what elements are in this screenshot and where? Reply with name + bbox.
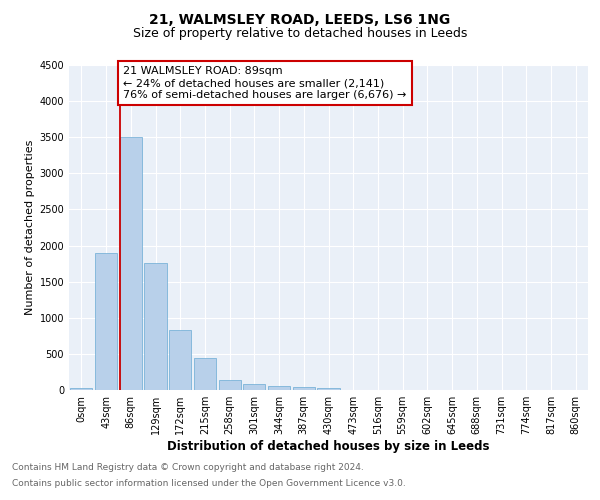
Text: Contains HM Land Registry data © Crown copyright and database right 2024.: Contains HM Land Registry data © Crown c… bbox=[12, 464, 364, 472]
Text: 21 WALMSLEY ROAD: 89sqm
← 24% of detached houses are smaller (2,141)
76% of semi: 21 WALMSLEY ROAD: 89sqm ← 24% of detache… bbox=[124, 66, 407, 100]
Bar bbox=[317, 388, 340, 390]
Text: Size of property relative to detached houses in Leeds: Size of property relative to detached ho… bbox=[133, 28, 467, 40]
Bar bbox=[293, 387, 315, 390]
Bar bbox=[194, 358, 216, 390]
Bar bbox=[119, 137, 142, 390]
Text: 21, WALMSLEY ROAD, LEEDS, LS6 1NG: 21, WALMSLEY ROAD, LEEDS, LS6 1NG bbox=[149, 12, 451, 26]
Y-axis label: Number of detached properties: Number of detached properties bbox=[25, 140, 35, 315]
Bar bbox=[169, 330, 191, 390]
Bar bbox=[70, 388, 92, 390]
Bar bbox=[218, 380, 241, 390]
Bar bbox=[243, 384, 265, 390]
Bar bbox=[145, 263, 167, 390]
X-axis label: Distribution of detached houses by size in Leeds: Distribution of detached houses by size … bbox=[167, 440, 490, 453]
Bar bbox=[95, 253, 117, 390]
Text: Contains public sector information licensed under the Open Government Licence v3: Contains public sector information licen… bbox=[12, 478, 406, 488]
Bar bbox=[268, 386, 290, 390]
